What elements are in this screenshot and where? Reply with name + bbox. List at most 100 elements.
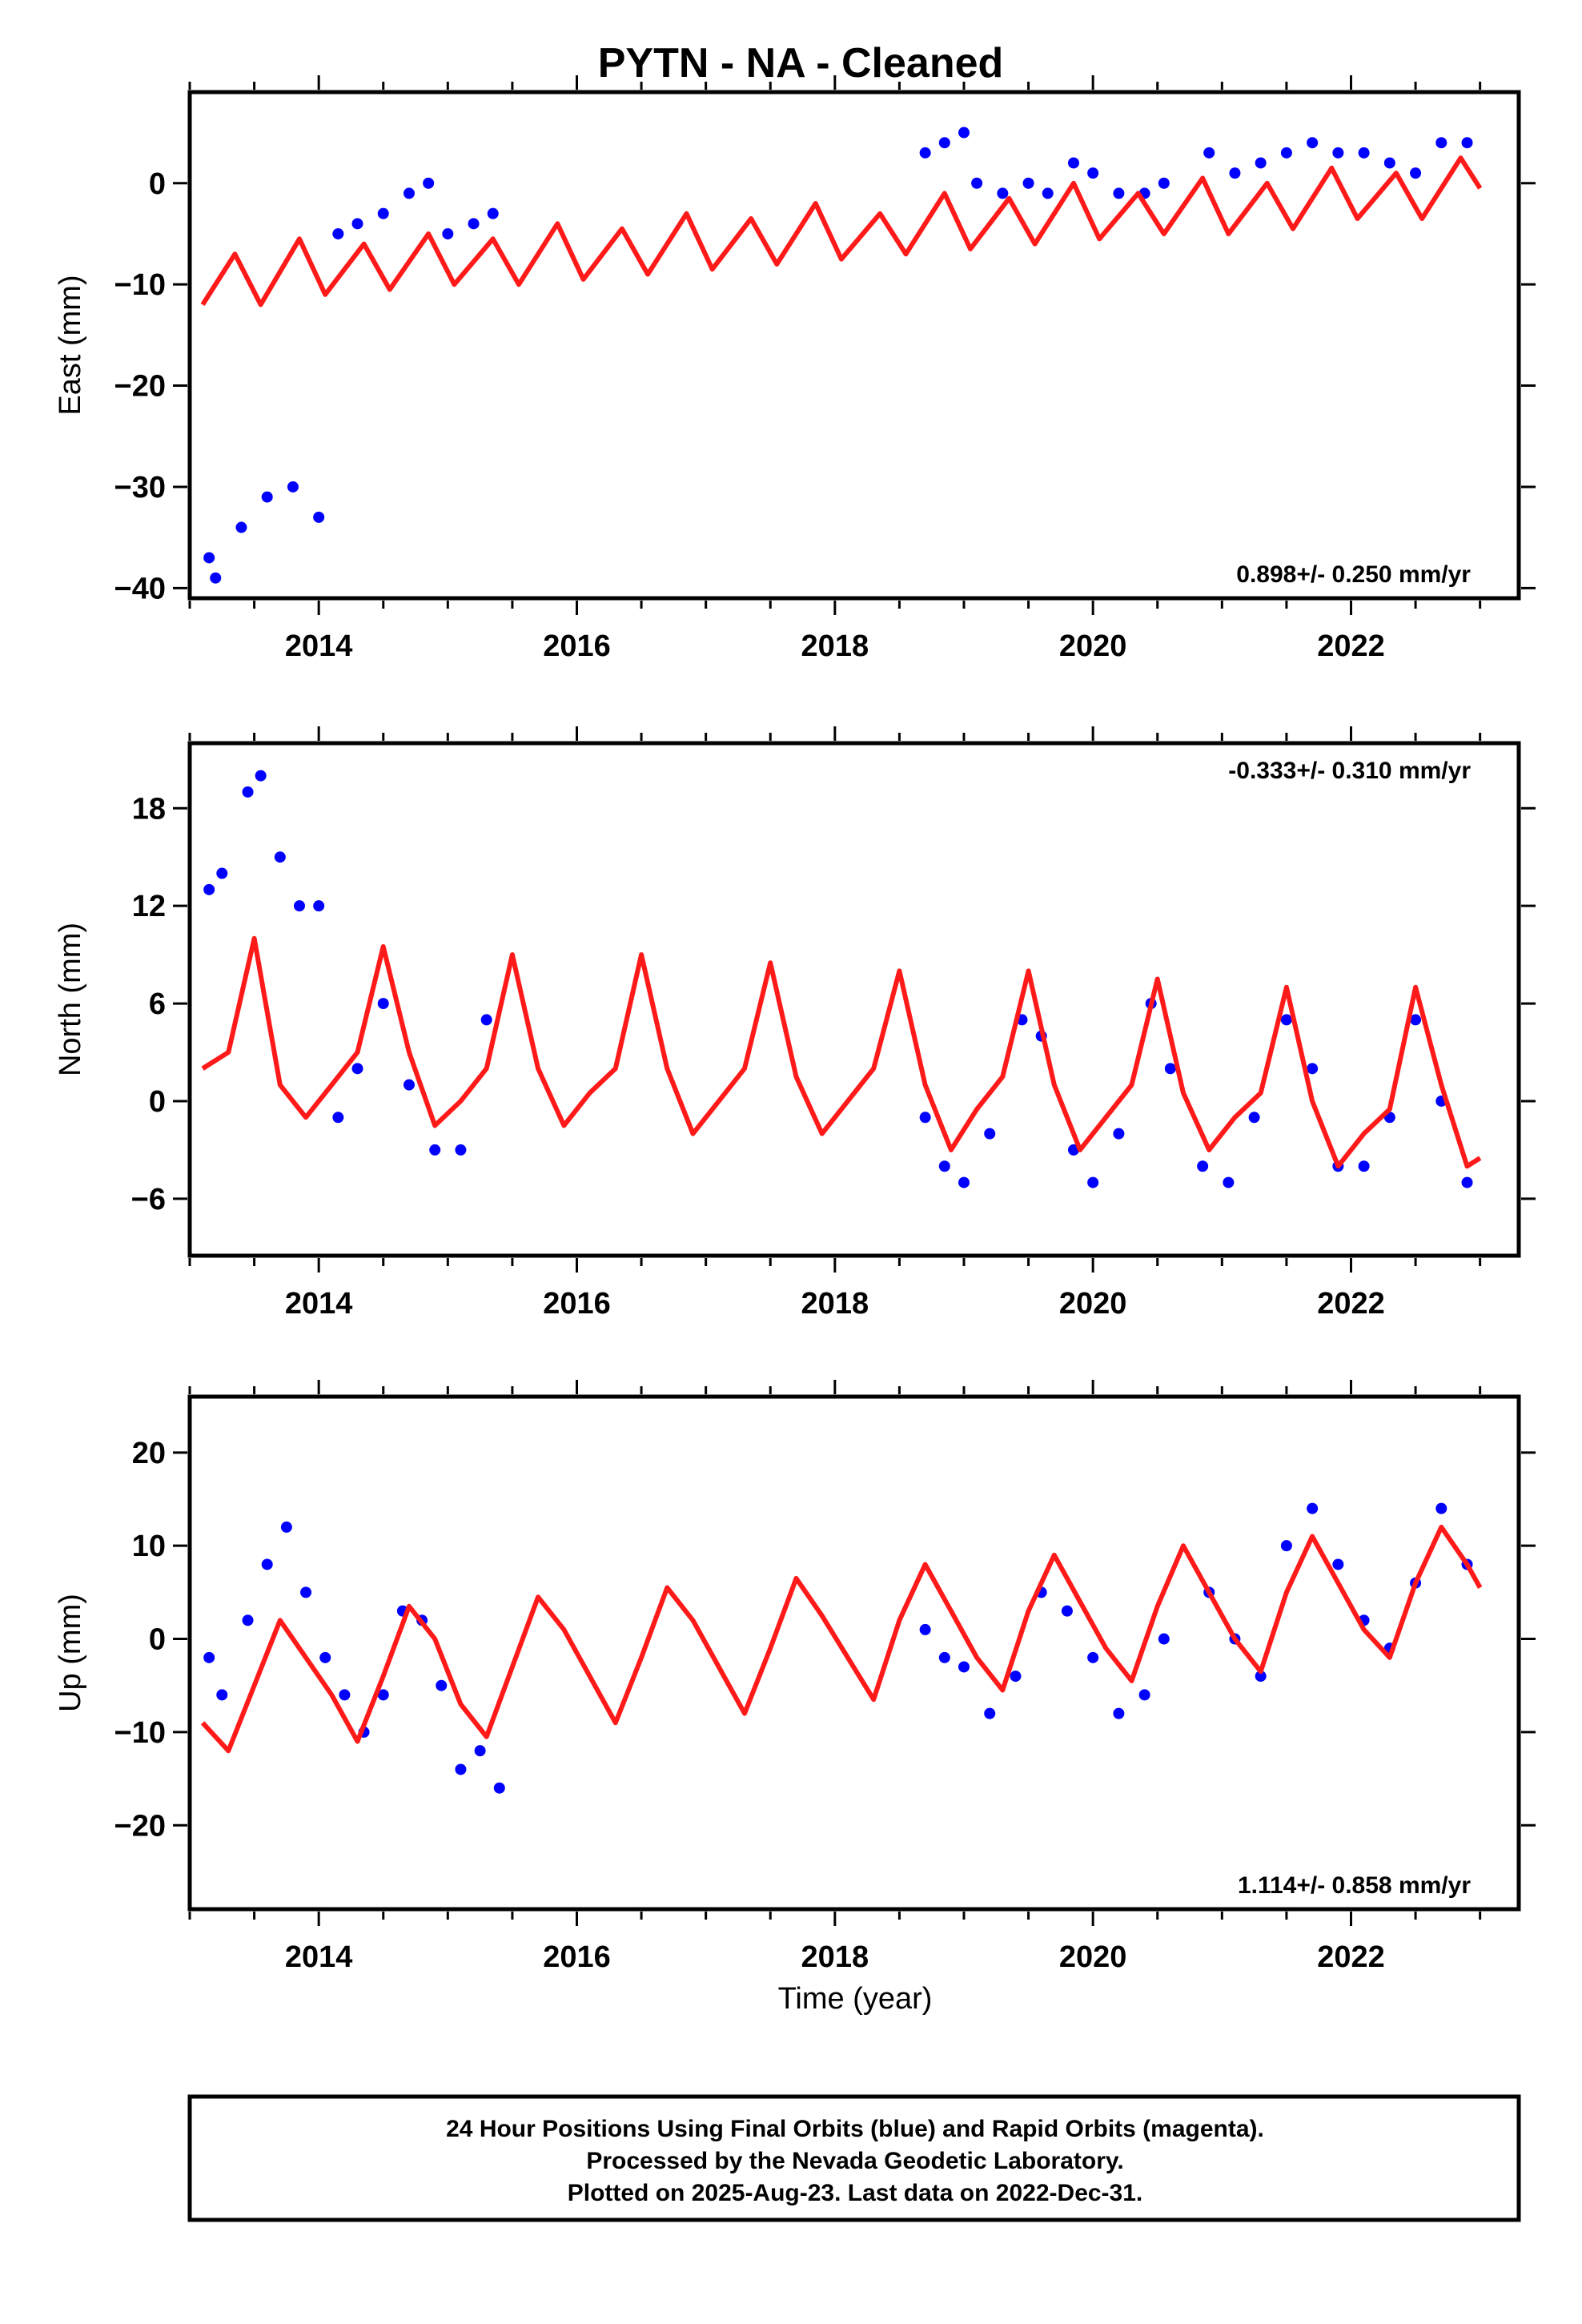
up-x-tick-label: 2016 — [543, 1940, 611, 1974]
up-data-point — [984, 1707, 996, 1719]
up-y-tick-label: 0 — [149, 1623, 166, 1657]
east-data-point — [351, 218, 363, 230]
up-data-point — [1307, 1502, 1319, 1514]
up-y-tick-label: 10 — [132, 1530, 166, 1563]
footer-line-1: 24 Hour Positions Using Final Orbits (bl… — [446, 2116, 1264, 2142]
east-x-tick-label: 2016 — [543, 629, 611, 663]
up-data-point — [1435, 1502, 1447, 1514]
up-data-point — [280, 1521, 292, 1533]
up-data-point — [1010, 1671, 1022, 1683]
east-data-point — [1307, 137, 1319, 149]
north-data-point — [1223, 1176, 1235, 1188]
footer-line-2: Processed by the Nevada Geodetic Laborat… — [586, 2148, 1123, 2174]
east-y-tick-label: 0 — [149, 167, 166, 201]
east-data-points — [203, 127, 1473, 584]
east-data-point — [1255, 157, 1267, 169]
up-data-point — [1332, 1558, 1344, 1570]
up-data-point — [455, 1763, 467, 1775]
east-data-point — [313, 511, 325, 523]
up-frame — [187, 1394, 1521, 1912]
panel-up: 2014 2016 2018 2020 2022 −20 −10 0 10 20 Up (mm) 1.… — [54, 1380, 1536, 1974]
north-data-point — [216, 867, 228, 879]
east-data-point — [1358, 147, 1370, 159]
up-x-tick-label: 2020 — [1059, 1940, 1127, 1974]
east-y-tick-label: −30 — [114, 471, 166, 505]
north-data-point — [313, 900, 325, 912]
north-data-point — [1280, 1014, 1292, 1026]
east-rate-label: 0.898+/- 0.250 mm/yr — [1236, 561, 1471, 588]
up-data-point — [1255, 1671, 1267, 1683]
east-data-point — [997, 187, 1009, 199]
north-x-tick-label: 2018 — [801, 1287, 869, 1321]
north-data-points — [203, 770, 1473, 1188]
north-data-point — [429, 1144, 441, 1156]
up-y-tick-label: −10 — [114, 1716, 166, 1750]
east-data-point — [1383, 157, 1395, 169]
east-data-point — [261, 491, 273, 503]
north-data-point — [377, 998, 389, 1010]
east-model-line — [200, 155, 1483, 308]
north-frame — [187, 741, 1521, 1258]
east-data-point — [423, 177, 435, 189]
up-data-point — [203, 1651, 215, 1663]
north-data-point — [293, 900, 305, 912]
east-y-axis-label: East (mm) — [54, 275, 87, 415]
panel-north: 2014 2016 2018 2020 2022 −6 0 6 12 18 North (mm) -0… — [54, 726, 1536, 1321]
up-y-tick-label: 20 — [132, 1437, 166, 1470]
north-data-point — [1307, 1063, 1319, 1075]
north-data-point — [958, 1176, 970, 1188]
east-data-point — [1022, 177, 1034, 189]
east-data-point — [919, 147, 931, 159]
east-data-point — [210, 572, 222, 584]
north-data-point — [984, 1128, 996, 1140]
east-data-point — [1067, 157, 1079, 169]
up-data-point — [300, 1586, 312, 1598]
east-data-point — [1203, 147, 1215, 159]
up-rate-label: 1.114+/- 0.858 mm/yr — [1238, 1872, 1471, 1899]
east-data-point — [1435, 137, 1447, 149]
north-data-point — [919, 1112, 931, 1124]
up-data-point — [1280, 1540, 1292, 1552]
up-data-point — [958, 1661, 970, 1673]
north-data-point — [203, 883, 215, 895]
up-data-point — [216, 1689, 228, 1701]
east-data-point — [235, 521, 247, 533]
north-x-tick-label: 2016 — [543, 1287, 611, 1321]
footer-box: 24 Hour Positions Using Final Orbits (bl… — [187, 2094, 1521, 2222]
x-axis-label: Time (year) — [778, 1982, 933, 2016]
east-x-tick-label: 2022 — [1317, 629, 1385, 663]
north-data-point — [242, 786, 254, 798]
footer-line-3: Plotted on 2025-Aug-23. Last data on 202… — [568, 2180, 1143, 2206]
east-data-point — [1158, 177, 1170, 189]
east-data-point — [938, 137, 950, 149]
east-data-point — [1410, 167, 1422, 179]
up-data-point — [436, 1679, 448, 1691]
east-data-point — [1332, 147, 1344, 159]
north-data-point — [455, 1144, 467, 1156]
north-y-tick-label: −6 — [131, 1183, 166, 1216]
east-data-point — [332, 227, 344, 239]
east-data-point — [1042, 187, 1054, 199]
north-y-tick-label: 0 — [149, 1085, 166, 1119]
east-data-point — [1461, 137, 1473, 149]
up-data-point — [493, 1782, 505, 1794]
north-data-point — [1113, 1128, 1125, 1140]
north-x-tick-label: 2022 — [1317, 1287, 1385, 1321]
chart-title: PYTN - NA - Cleaned — [598, 40, 1004, 86]
east-data-point — [1113, 187, 1125, 199]
north-rate-label: -0.333+/- 0.310 mm/yr — [1228, 758, 1471, 784]
east-x-tick-label: 2014 — [285, 629, 353, 663]
east-data-point — [1229, 167, 1241, 179]
east-data-point — [1087, 167, 1099, 179]
north-data-point — [1410, 1014, 1422, 1026]
up-y-axis-label: Up (mm) — [54, 1594, 87, 1712]
up-data-point — [1087, 1651, 1099, 1663]
north-data-point — [1358, 1160, 1370, 1172]
north-y-tick-label: 6 — [149, 987, 166, 1021]
up-data-point — [938, 1651, 950, 1663]
north-data-point — [1461, 1176, 1473, 1188]
east-data-point — [487, 207, 499, 219]
north-data-point — [1087, 1176, 1099, 1188]
east-y-tick-label: −20 — [114, 370, 166, 404]
